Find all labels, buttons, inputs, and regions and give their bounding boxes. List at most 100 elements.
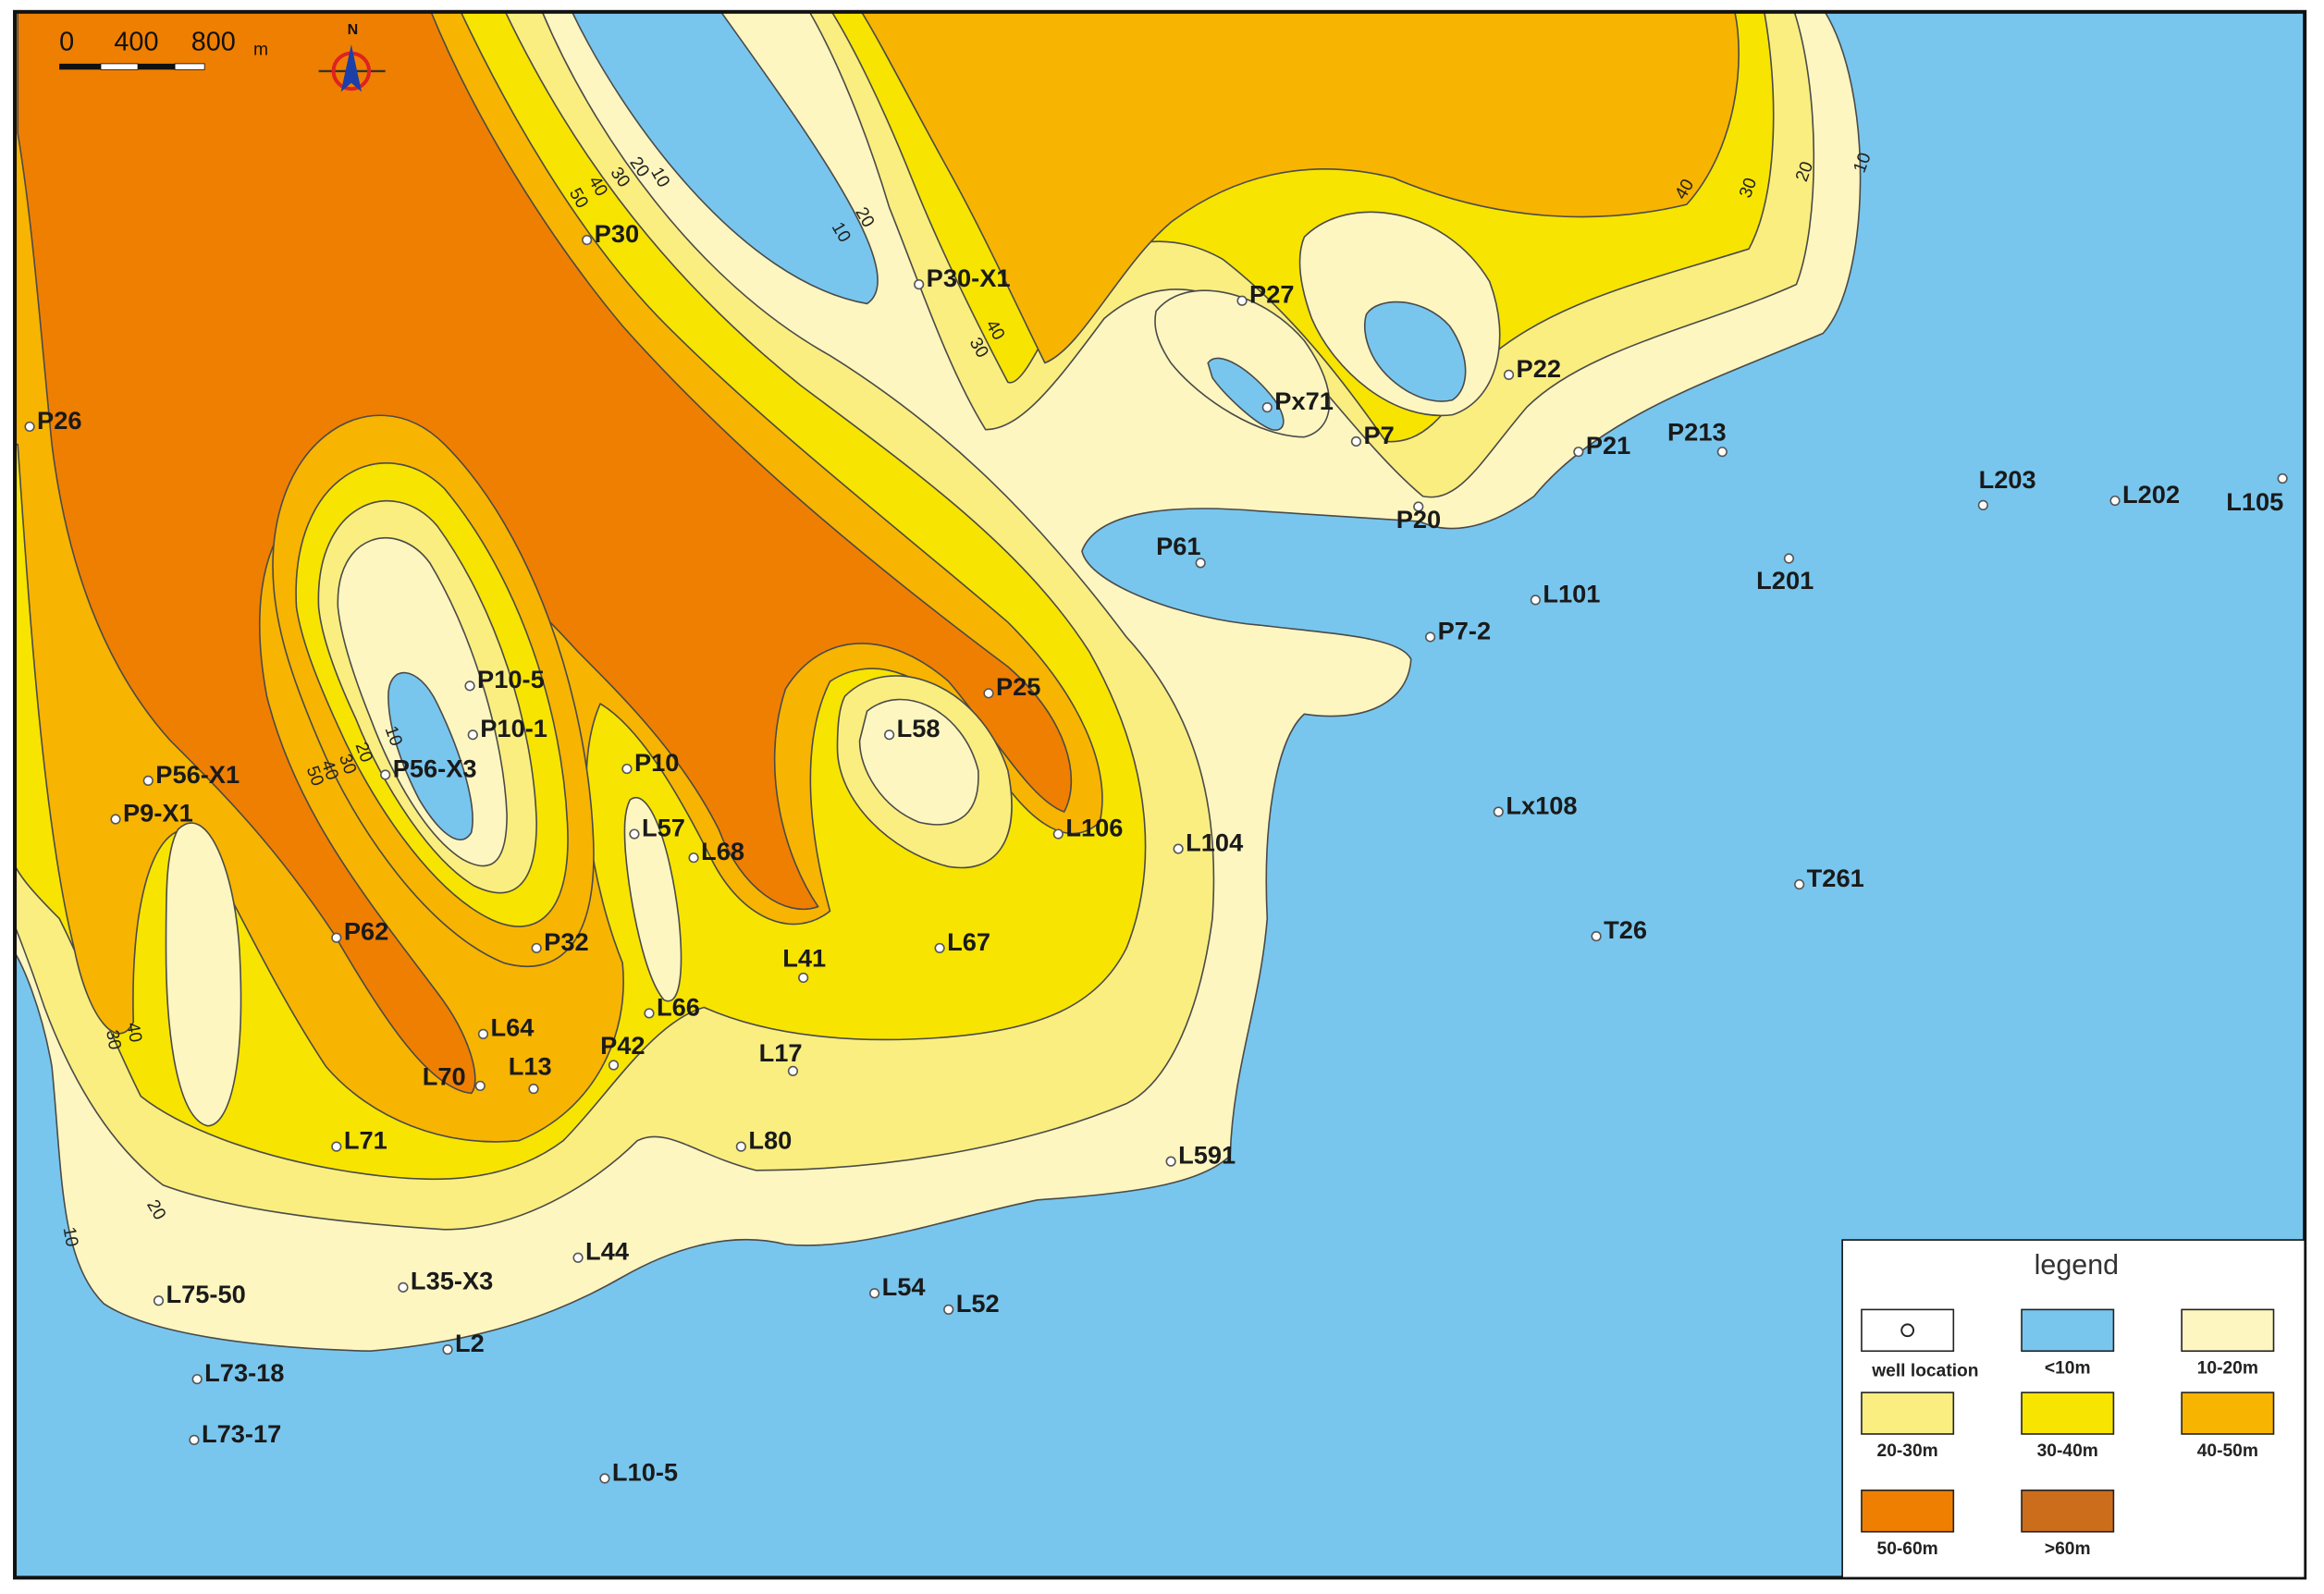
well-label: P10 — [634, 748, 679, 777]
well-marker — [474, 1080, 486, 1092]
legend-swatch — [1861, 1490, 1955, 1533]
well-marker — [1591, 931, 1602, 942]
well-label: L64 — [490, 1013, 534, 1042]
well-label: Lx108 — [1506, 791, 1577, 819]
well-label: L66 — [657, 992, 700, 1021]
wells: P30 P30-X1 P27 Px71 P7 P22 P21 P213 P20 P61 L203 L2… — [24, 219, 2288, 1486]
well-marker — [331, 1141, 342, 1152]
well-label: P56-X1 — [155, 760, 240, 789]
well-marker — [943, 1304, 954, 1315]
well-label: P20 — [1396, 505, 1441, 533]
well-marker — [629, 828, 640, 840]
well-marker — [914, 279, 925, 290]
map-frame — [13, 9, 2307, 1580]
well-label: L41 — [782, 943, 826, 972]
scale-label: 400 — [114, 27, 158, 56]
well-label: L54 — [882, 1272, 926, 1301]
well-marker — [735, 1141, 746, 1152]
well-label: P27 — [1249, 280, 1294, 309]
legend-swatch — [2181, 1308, 2275, 1353]
well-label: P10-5 — [477, 665, 545, 693]
well-label: T261 — [1807, 864, 1864, 892]
well-marker — [1573, 447, 1584, 458]
north-arrow: N — [318, 21, 386, 92]
well-marker — [1165, 1156, 1176, 1167]
well-marker — [1503, 369, 1515, 380]
well-label: P25 — [996, 672, 1040, 701]
well-marker — [464, 681, 475, 692]
well-marker — [1530, 595, 1541, 606]
well-marker — [24, 421, 35, 433]
well-label: L101 — [1543, 579, 1600, 607]
well-marker — [110, 814, 121, 825]
well-label: L67 — [947, 927, 990, 956]
north-arrow-pointer — [340, 44, 363, 92]
well-marker — [1350, 435, 1362, 448]
well-marker — [531, 942, 542, 954]
scale-unit: m — [253, 40, 268, 59]
well-marker — [983, 688, 994, 699]
well-marker — [644, 1008, 655, 1019]
well-label: P9-X1 — [123, 798, 193, 827]
legend-label: 40-50m — [2197, 1441, 2258, 1461]
contour-label: 30 — [102, 1028, 124, 1051]
well-marker — [477, 1028, 489, 1039]
well-marker — [380, 769, 391, 780]
area-10-20 — [1154, 289, 1331, 438]
well-label: P62 — [344, 917, 388, 946]
well-marker — [1236, 295, 1248, 306]
well-label: L52 — [956, 1289, 1000, 1318]
well-marker — [1493, 806, 1504, 817]
well-label: L68 — [701, 837, 744, 865]
well-marker — [787, 1065, 799, 1077]
legend-label: 50-60m — [1877, 1539, 1938, 1559]
north-label: N — [348, 21, 359, 38]
contours — [15, 11, 2306, 1578]
well-marker — [1783, 553, 1795, 564]
well-marker — [798, 972, 809, 984]
area-lt10 — [387, 671, 473, 840]
well-marker — [467, 730, 478, 741]
well-marker — [1052, 828, 1064, 840]
well-label: P56-X3 — [393, 754, 477, 782]
well-marker — [868, 1288, 880, 1299]
well-label: P7 — [1363, 421, 1394, 449]
area-40-50 — [860, 11, 1740, 364]
well-label: L57 — [642, 813, 685, 841]
well-label: T26 — [1604, 915, 1647, 944]
well-label: P22 — [1517, 354, 1561, 383]
well-label: L105 — [2226, 487, 2283, 516]
legend-label: 20-30m — [1877, 1441, 1938, 1461]
well-label: L17 — [759, 1038, 803, 1067]
well-label: L75-50 — [166, 1280, 246, 1308]
legend-title: legend — [2035, 1249, 2119, 1281]
well-marker — [1424, 631, 1436, 643]
legend-swatch — [2181, 1392, 2275, 1435]
well-label: L73-17 — [202, 1419, 281, 1448]
well-marker — [1413, 501, 1424, 512]
well-label: L106 — [1065, 813, 1123, 841]
well-label: L44 — [585, 1237, 629, 1266]
well-label: L201 — [1756, 566, 1814, 595]
legend-swatch — [2021, 1392, 2115, 1435]
scale-label: 800 — [191, 27, 236, 56]
well-marker — [191, 1374, 203, 1385]
well-marker — [398, 1281, 409, 1293]
well-marker — [1195, 558, 1206, 569]
well-label: P7-2 — [1438, 616, 1492, 644]
well-marker — [1261, 402, 1273, 413]
scale-bar: 0 400 800 m — [59, 27, 268, 70]
legend-label: <10m — [2045, 1359, 2091, 1379]
well-label: P30 — [595, 219, 639, 248]
area-50-60 — [17, 11, 1073, 1095]
well-marker — [572, 1252, 584, 1263]
legend-label: >60m — [2045, 1539, 2091, 1559]
well-marker — [1173, 843, 1184, 854]
well-marker — [153, 1295, 165, 1306]
scale-segment — [59, 63, 101, 70]
legend-label: 10-20m — [2197, 1359, 2258, 1379]
well-marker — [189, 1434, 200, 1445]
well-label: L202 — [2122, 480, 2180, 509]
well-label: P30-X1 — [927, 264, 1011, 292]
